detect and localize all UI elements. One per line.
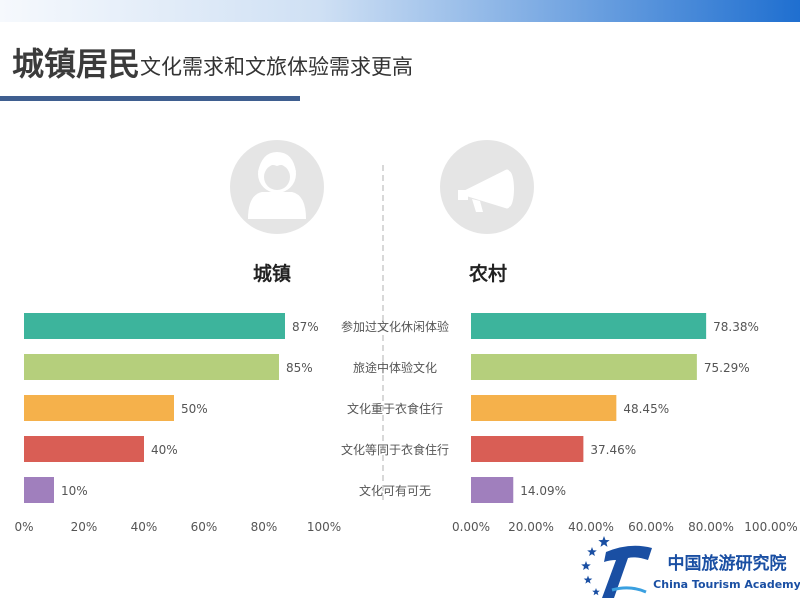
- category-label: 文化可有可无: [359, 483, 431, 498]
- data-label: 87%: [292, 320, 319, 334]
- title-underline: [0, 96, 300, 101]
- data-label: 85%: [286, 361, 313, 375]
- x-tick-label: 60%: [191, 520, 218, 534]
- data-label: 37.46%: [590, 443, 636, 457]
- category-label: 旅途中体验文化: [353, 360, 437, 375]
- data-label: 48.45%: [623, 402, 669, 416]
- x-tick-label: 0.00%: [452, 520, 490, 534]
- data-label: 14.09%: [520, 484, 566, 498]
- x-tick-label: 40%: [131, 520, 158, 534]
- logo-name: 中国旅游研究院: [668, 553, 787, 574]
- bar: [24, 436, 144, 462]
- page-title-bold: 城镇居民: [12, 45, 141, 83]
- person-icon: [230, 140, 324, 234]
- bar: [24, 395, 174, 421]
- top-banner: [0, 0, 800, 22]
- category-label: 文化等同于衣食住行: [341, 442, 449, 457]
- logo-name-en: China Tourism Academy: [653, 578, 800, 591]
- data-label: 50%: [181, 402, 208, 416]
- bar: [471, 313, 707, 339]
- x-tick-label: 100.00%: [744, 520, 797, 534]
- x-tick-label: 20.00%: [508, 520, 554, 534]
- bar: [471, 354, 697, 380]
- bar: [471, 477, 514, 503]
- category-label: 文化重于衣食住行: [347, 401, 443, 416]
- page-title: 城镇居民 文化需求和文旅体验需求更高: [12, 40, 413, 84]
- data-label: 78.38%: [713, 320, 759, 334]
- x-tick-label: 0%: [14, 520, 33, 534]
- academy-logo-icon: [581, 536, 652, 598]
- bar: [24, 313, 285, 339]
- x-tick-label: 60.00%: [628, 520, 674, 534]
- megaphone-icon: [440, 140, 534, 234]
- x-tick-label: 80.00%: [688, 520, 734, 534]
- x-tick-label: 100%: [307, 520, 341, 534]
- x-tick-label: 80%: [251, 520, 278, 534]
- category-label: 参加过文化休闲体验: [341, 319, 449, 334]
- bar: [471, 436, 584, 462]
- panel-title: 农村: [468, 262, 507, 285]
- page-title-rest: 文化需求和文旅体验需求更高: [140, 55, 414, 79]
- x-tick-label: 40.00%: [568, 520, 614, 534]
- bar: [24, 354, 279, 380]
- panel-title: 城镇: [253, 262, 291, 285]
- data-label: 40%: [151, 443, 178, 457]
- bar: [24, 477, 54, 503]
- bar: [471, 395, 617, 421]
- data-label: 10%: [61, 484, 88, 498]
- data-label: 75.29%: [704, 361, 750, 375]
- x-tick-label: 20%: [71, 520, 98, 534]
